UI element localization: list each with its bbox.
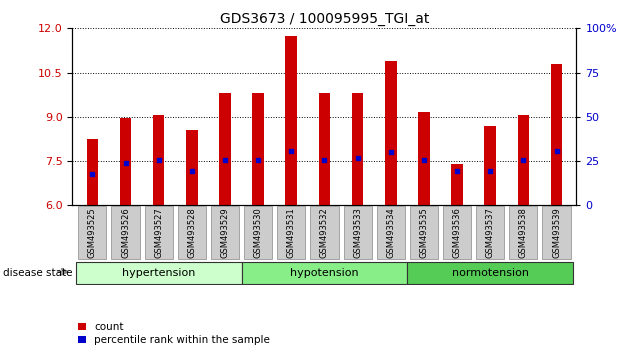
Text: GSM493534: GSM493534 <box>386 207 395 258</box>
Text: hypotension: hypotension <box>290 268 358 278</box>
FancyBboxPatch shape <box>311 206 338 259</box>
FancyBboxPatch shape <box>76 262 241 284</box>
FancyBboxPatch shape <box>144 206 173 259</box>
Text: GSM493538: GSM493538 <box>519 207 528 258</box>
Text: GSM493528: GSM493528 <box>187 207 197 258</box>
Bar <box>120 118 131 205</box>
FancyBboxPatch shape <box>78 206 106 259</box>
FancyBboxPatch shape <box>178 206 206 259</box>
FancyBboxPatch shape <box>509 206 537 259</box>
Bar <box>219 93 231 205</box>
Bar <box>153 115 164 205</box>
FancyBboxPatch shape <box>410 206 438 259</box>
Text: hypertension: hypertension <box>122 268 195 278</box>
Text: GSM493537: GSM493537 <box>486 207 495 258</box>
Title: GDS3673 / 100095995_TGI_at: GDS3673 / 100095995_TGI_at <box>220 12 429 26</box>
Text: GSM493525: GSM493525 <box>88 207 97 258</box>
Text: GSM493532: GSM493532 <box>320 207 329 258</box>
Text: GSM493530: GSM493530 <box>254 207 263 258</box>
FancyBboxPatch shape <box>443 206 471 259</box>
Text: GSM493526: GSM493526 <box>121 207 130 258</box>
Text: GSM493529: GSM493529 <box>220 207 229 258</box>
Text: GSM493535: GSM493535 <box>420 207 428 258</box>
FancyBboxPatch shape <box>244 206 272 259</box>
Bar <box>86 139 98 205</box>
FancyBboxPatch shape <box>476 206 505 259</box>
FancyBboxPatch shape <box>241 262 408 284</box>
Text: normotension: normotension <box>452 268 529 278</box>
Text: GSM493533: GSM493533 <box>353 207 362 258</box>
Legend: count, percentile rank within the sample: count, percentile rank within the sample <box>77 322 270 345</box>
FancyBboxPatch shape <box>377 206 405 259</box>
FancyBboxPatch shape <box>277 206 306 259</box>
Text: disease state: disease state <box>3 268 72 278</box>
Bar <box>385 61 396 205</box>
FancyBboxPatch shape <box>542 206 571 259</box>
Bar <box>484 126 496 205</box>
Text: GSM493536: GSM493536 <box>452 207 462 258</box>
Bar <box>551 64 563 205</box>
FancyBboxPatch shape <box>112 206 140 259</box>
Bar <box>352 93 364 205</box>
Bar <box>451 164 463 205</box>
Bar <box>253 93 264 205</box>
Text: GSM493531: GSM493531 <box>287 207 296 258</box>
FancyBboxPatch shape <box>211 206 239 259</box>
Bar <box>186 130 198 205</box>
FancyBboxPatch shape <box>343 206 372 259</box>
Text: GSM493539: GSM493539 <box>552 207 561 258</box>
Bar <box>285 36 297 205</box>
Bar <box>518 115 529 205</box>
FancyBboxPatch shape <box>408 262 573 284</box>
Bar <box>418 113 430 205</box>
Text: GSM493527: GSM493527 <box>154 207 163 258</box>
Bar <box>319 93 330 205</box>
